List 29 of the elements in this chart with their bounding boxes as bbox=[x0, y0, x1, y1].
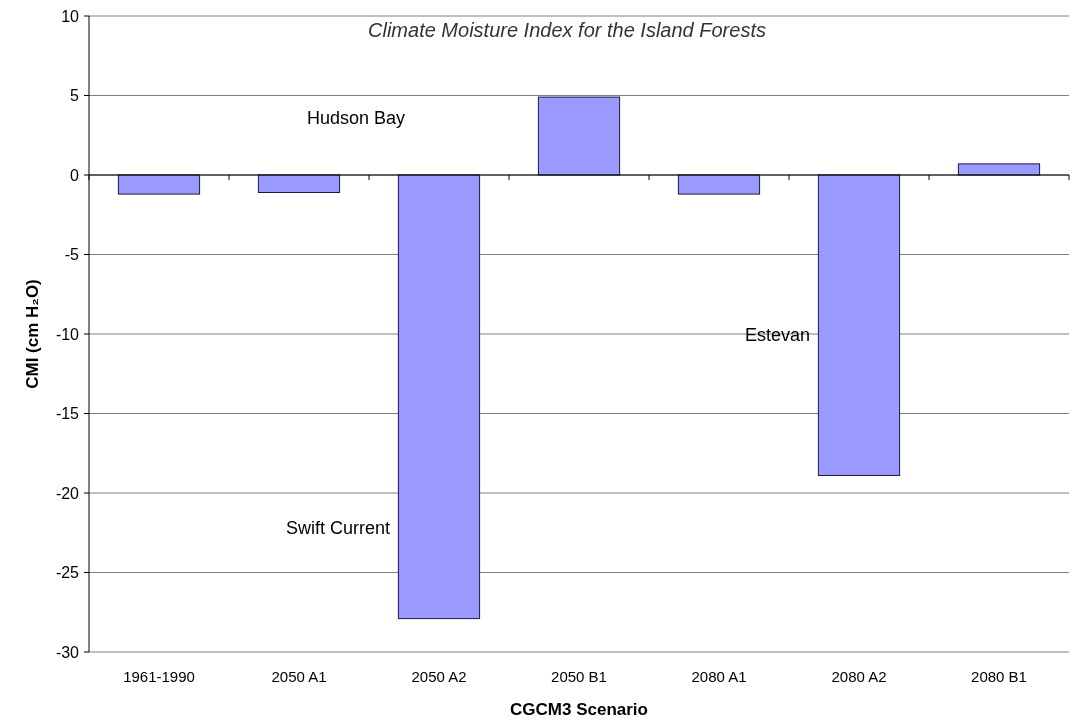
x-tick-label: 2080 A2 bbox=[831, 668, 887, 685]
x-tick-label: 2050 B1 bbox=[551, 668, 607, 685]
y-tick-label: -30 bbox=[55, 643, 80, 661]
bar bbox=[677, 174, 761, 195]
y-tick-label: 5 bbox=[70, 87, 80, 105]
x-tick-label: 2080 B1 bbox=[971, 668, 1027, 685]
x-tick-label: 2050 A2 bbox=[411, 668, 467, 685]
y-tick-label: 0 bbox=[70, 166, 80, 184]
bar bbox=[537, 96, 621, 176]
bar bbox=[397, 174, 481, 620]
y-axis-title: CMI (cm H₂O) bbox=[23, 279, 42, 389]
x-axis-title: CGCM3 Scenario bbox=[510, 700, 648, 719]
annotation: Swift Current bbox=[285, 518, 390, 539]
bar bbox=[957, 163, 1041, 176]
y-tick-label: -10 bbox=[55, 325, 80, 343]
bar bbox=[817, 174, 901, 477]
bar bbox=[117, 174, 201, 195]
y-tick-label: -25 bbox=[55, 564, 80, 582]
y-tick-label: -20 bbox=[55, 484, 80, 502]
y-tick-label: -15 bbox=[55, 405, 80, 423]
x-tick-label: 2080 A1 bbox=[691, 668, 747, 685]
x-tick-label: 1961-1990 bbox=[123, 668, 195, 685]
x-tick-label: 2050 A1 bbox=[271, 668, 327, 685]
bar bbox=[257, 174, 341, 193]
y-tick-label: 10 bbox=[61, 7, 80, 25]
chart-title: Climate Moisture Index for the Island Forests bbox=[368, 19, 766, 41]
annotation: Estevan bbox=[744, 325, 810, 346]
y-tick-label: -5 bbox=[64, 246, 80, 264]
annotation: Hudson Bay bbox=[306, 108, 405, 129]
